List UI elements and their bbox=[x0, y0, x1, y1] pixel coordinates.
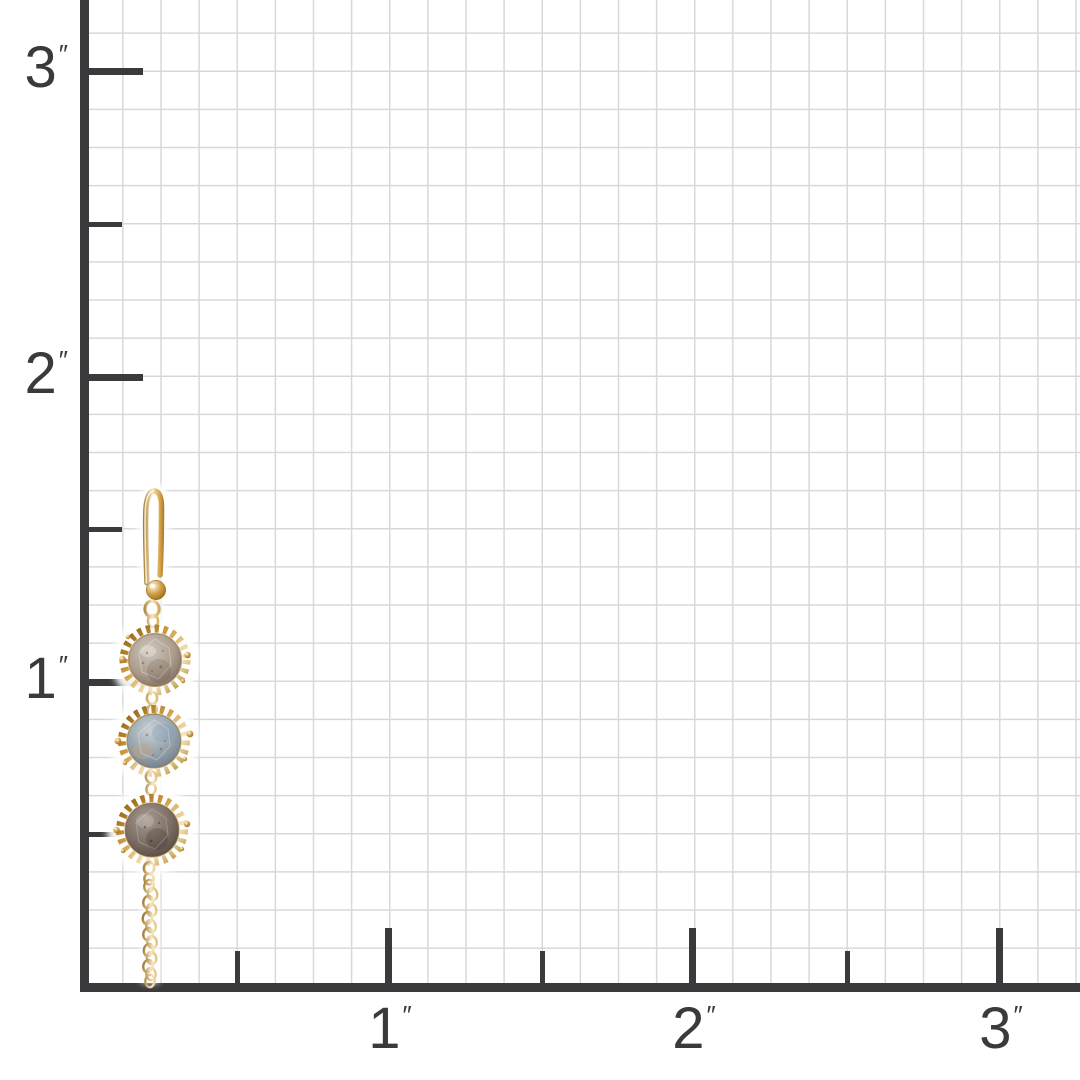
stone-3 bbox=[113, 794, 191, 866]
y-axis-tick-half bbox=[89, 832, 122, 837]
y-axis-label-3in: 3 ″ bbox=[4, 39, 68, 97]
label-value: 1 bbox=[368, 996, 401, 1061]
y-axis-tick-1in bbox=[89, 679, 143, 686]
x-axis-tick-half bbox=[235, 951, 240, 983]
grid bbox=[84, 0, 1080, 987]
y-axis-label-2in: 2 ″ bbox=[4, 345, 68, 403]
stone-1 bbox=[119, 624, 191, 696]
y-axis-tick-2half bbox=[89, 222, 122, 227]
link-chain-3 bbox=[142, 860, 156, 886]
y-axis-line bbox=[80, 0, 89, 992]
label-value: 2 bbox=[672, 996, 705, 1061]
x-axis-tick-1half bbox=[540, 951, 545, 983]
inch-mark: ″ bbox=[706, 1000, 716, 1030]
label-value: 3 bbox=[979, 996, 1012, 1061]
inch-mark: ″ bbox=[1013, 1000, 1023, 1030]
wire-loop bbox=[143, 599, 161, 619]
y-axis-tick-3in bbox=[89, 68, 143, 75]
product-photo-earring bbox=[107, 483, 199, 989]
inch-mark: ″ bbox=[402, 1000, 412, 1030]
y-axis-tick-2in bbox=[89, 374, 143, 381]
label-value: 3 bbox=[24, 35, 57, 100]
x-axis-label-2in: 2 ″ bbox=[648, 1000, 740, 1058]
inch-mark: ″ bbox=[58, 650, 68, 680]
inch-mark: ″ bbox=[58, 345, 68, 375]
chain-tassel bbox=[141, 878, 159, 989]
inch-mark: ″ bbox=[58, 39, 68, 69]
y-axis-label-1in: 1 ″ bbox=[4, 650, 68, 708]
x-axis-tick-2half bbox=[845, 951, 850, 983]
label-value: 1 bbox=[24, 646, 57, 711]
ear-wire bbox=[142, 488, 166, 629]
x-axis-line bbox=[80, 983, 1080, 992]
y-axis-tick-1half bbox=[89, 527, 122, 532]
x-axis-tick-1in bbox=[385, 928, 392, 983]
ball-bead bbox=[146, 580, 166, 600]
x-axis-tick-2in bbox=[689, 928, 696, 983]
x-axis-tick-3in bbox=[996, 928, 1003, 983]
x-axis-label-1in: 1 ″ bbox=[344, 1000, 436, 1058]
x-axis-label-3in: 3 ″ bbox=[955, 1000, 1047, 1058]
label-value: 2 bbox=[24, 341, 57, 406]
stone-2 bbox=[114, 705, 194, 777]
